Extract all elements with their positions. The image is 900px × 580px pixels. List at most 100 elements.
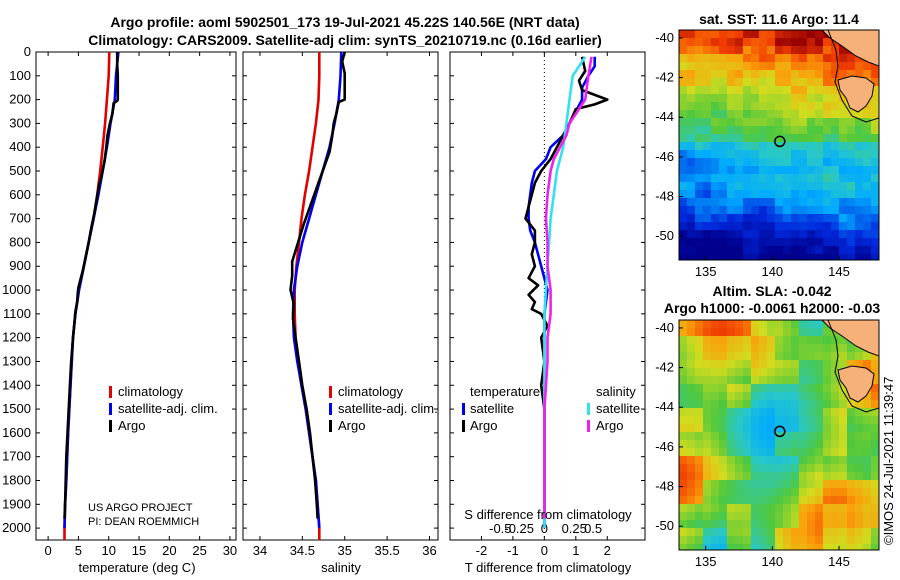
map-cell [767,408,776,417]
map-cell [767,344,776,353]
x-tick-label: 15 [132,543,146,558]
map-cell [719,368,728,377]
map-cell [751,360,760,369]
map-cell [815,78,824,87]
map-cell [743,536,752,545]
map-cell [823,424,832,433]
map-cell [743,424,752,433]
map-cell [863,360,872,369]
map-cell [807,110,816,119]
map-cell [855,472,864,481]
map-cell [775,198,784,207]
map-cell [807,448,816,457]
map-cell [815,254,824,260]
map-cell [791,368,800,377]
map-cell [735,222,744,231]
map-cell [871,174,879,183]
x-tick-label: 5 [75,543,82,558]
map-cell [799,416,808,425]
map-cell [807,432,816,441]
map-cell [839,174,848,183]
map-cell [743,352,752,361]
legend-swatch-argo [109,420,112,432]
map-cell [727,246,736,255]
map-cell [807,472,816,481]
map-cell [719,464,728,473]
map-cell [807,78,816,87]
map-cell [831,544,840,550]
map-cell [727,238,736,247]
map-cell [863,126,872,135]
map-cell [775,206,784,215]
map-cell [711,432,720,441]
map-cell [727,30,736,39]
map-cell [775,126,784,135]
map-cell [839,456,848,465]
map-cell [711,174,720,183]
map-cell [703,344,712,353]
map-cell [687,182,696,191]
map-cell [791,70,800,79]
map-cell [823,206,832,215]
map-cell [863,488,872,497]
map-cell [695,174,704,183]
map-cell [775,448,784,457]
map-cell [695,456,704,465]
map-cell [783,328,792,337]
map-cell [799,464,808,473]
map-cell [823,504,832,513]
map-cell [759,472,768,481]
map-x-tick-label: 145 [828,554,850,569]
map-cell [807,38,816,47]
map-cell [767,166,776,175]
map-cell [815,504,824,513]
map-cell [871,424,879,433]
map-cell [831,408,840,417]
map-cell [703,472,712,481]
map-cell [839,432,848,441]
map-cell [735,150,744,159]
map-cell [743,544,752,550]
map-cell [735,214,744,223]
map-cell [775,352,784,361]
map-cell [703,30,712,39]
map-cell [847,480,856,489]
map-cell [695,328,704,337]
map-cell [751,166,760,175]
map-cell [759,30,768,39]
map-cell [831,344,840,353]
map-cell [775,520,784,529]
legend-label-climatology: climatology [118,384,184,399]
y-tick-label: 1700 [2,449,31,464]
map-cell [727,480,736,489]
map-cell [791,528,800,537]
map-cell [687,126,696,135]
map-cell [711,488,720,497]
map-cell [831,400,840,409]
map-cell [783,174,792,183]
map-cell [767,142,776,151]
map-cell [831,206,840,215]
s-tick-label: -0.5 [489,521,511,536]
map-cell [759,464,768,473]
map-cell [727,376,736,385]
map-cell [719,118,728,127]
map-cell [799,504,808,513]
map-cell [871,544,879,550]
map-cell [855,254,864,260]
map-cell [767,222,776,231]
map-cell [791,206,800,215]
map-cell [703,520,712,529]
map-cell [863,504,872,513]
map-cell [855,206,864,215]
map-cell [759,384,768,393]
map-cell [807,118,816,127]
map-cell [687,408,696,417]
map-cell [767,368,776,377]
map-cell [719,134,728,143]
map-cell [863,432,872,441]
map-cell [799,230,808,239]
map-cell [791,496,800,505]
map-cell [783,416,792,425]
map-cell [711,54,720,63]
